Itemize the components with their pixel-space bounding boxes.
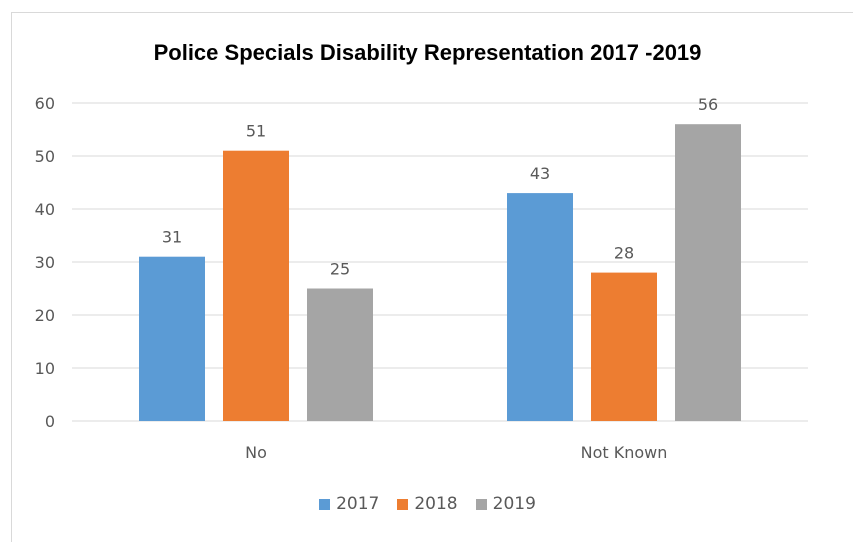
legend-swatch (475, 498, 487, 510)
legend-label: 2017 (336, 494, 380, 514)
bar (591, 272, 657, 421)
data-label: 43 (530, 164, 550, 183)
data-label: 28 (614, 244, 634, 263)
y-tick-label: 50 (35, 147, 55, 166)
chart-legend: 2017 2018 2019 (0, 494, 855, 514)
x-tick-label: Not Known (581, 443, 668, 462)
y-tick-label: 60 (35, 94, 55, 113)
chart-frame (11, 12, 853, 542)
y-tick-label: 10 (35, 359, 55, 378)
bar (139, 256, 205, 421)
y-tick-label: 30 (35, 253, 55, 272)
data-label: 25 (330, 260, 350, 279)
bar (675, 124, 741, 421)
bar (223, 150, 289, 421)
legend-swatch (397, 498, 409, 510)
legend-label: 2019 (492, 494, 536, 514)
y-tick-label: 40 (35, 200, 55, 219)
chart-title: Police Specials Disability Representatio… (153, 40, 702, 65)
legend-swatch (319, 498, 331, 510)
legend-item: 2017 (319, 494, 379, 514)
legend-item: 2019 (475, 494, 536, 514)
x-tick-label: No (245, 443, 267, 462)
y-tick-label: 20 (35, 306, 55, 325)
bar (507, 193, 573, 421)
data-label: 51 (246, 122, 266, 141)
y-tick-label: 0 (45, 412, 55, 431)
legend-item: 2018 (397, 494, 458, 514)
data-label: 31 (162, 228, 182, 247)
data-label: 56 (698, 95, 718, 114)
bar (307, 288, 373, 421)
legend-label: 2018 (414, 494, 458, 514)
